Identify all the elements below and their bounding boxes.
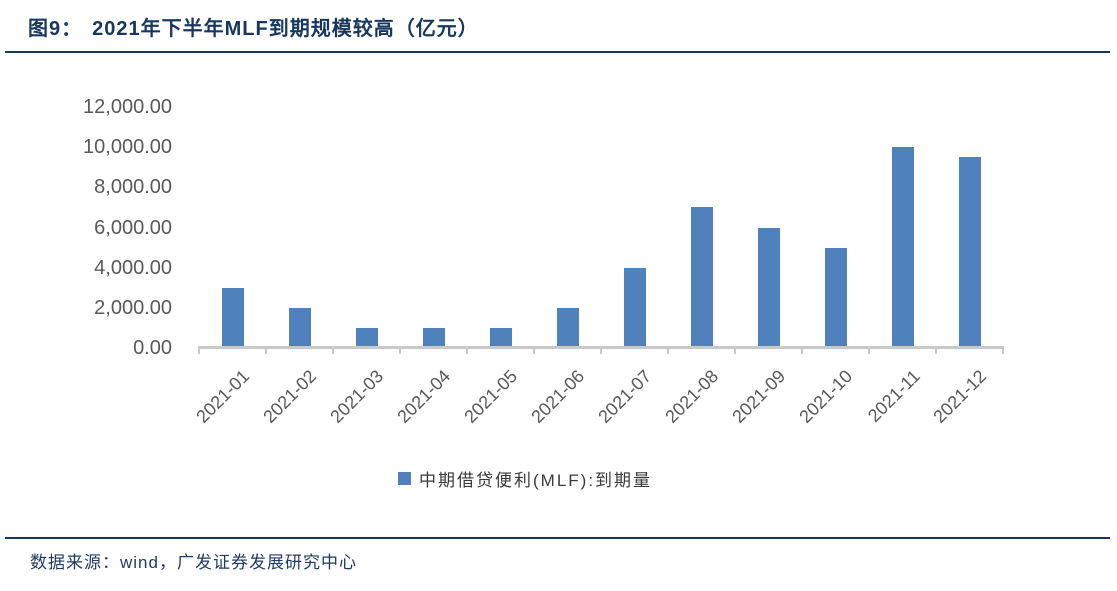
x-axis-tick-label: 2021-10 [795,366,857,427]
x-axis-tick-label: 2021-03 [326,366,388,427]
bar-2021-06 [556,307,579,348]
x-axis-tick-label: 2021-11 [863,366,924,426]
x-axis-tick-mark [265,346,267,354]
x-axis-tick-label: 2021-01 [192,366,254,427]
figure-number-label: 图9： [28,18,83,40]
x-axis-tick-mark [1002,346,1004,354]
y-axis-tick-label: 6,000.00 [94,216,172,239]
legend-series-label: 中期借贷便利(MLF):到期量 [419,471,653,490]
y-axis-tick-label: 12,000.00 [83,96,172,118]
y-axis-tick-label: 4,000.00 [94,256,172,279]
y-axis-tick-label: 2,000.00 [94,296,172,319]
x-axis-tick-mark [332,346,334,354]
bar-2021-09 [757,227,780,348]
title-divider-line [5,51,1110,53]
x-axis-tick-label: 2021-06 [527,366,589,427]
figure-title: 图9： 2021年下半年MLF到期规模较高（亿元） [28,12,479,41]
x-axis-tick-mark [600,346,602,354]
bar-2021-01 [221,287,244,348]
x-axis-tick-label: 2021-02 [259,366,321,427]
x-axis-tick-label: 2021-05 [460,366,522,427]
bar-2021-11 [891,147,914,348]
x-axis-tick-label: 2021-08 [661,366,723,427]
bar-2021-12 [958,157,981,348]
legend-swatch-icon [398,472,411,485]
y-axis-tick-label: 0.00 [133,337,172,359]
x-axis-tick-mark [734,346,736,354]
x-axis-tick-mark [533,346,535,354]
y-axis-tick-label: 10,000.00 [83,136,172,159]
bar-2021-03 [355,327,378,348]
figure-title-text: 2021年下半年MLF到期规模较高（亿元） [92,18,479,40]
x-axis-tick-label: 2021-09 [728,366,790,427]
x-axis-tick-mark [198,346,200,354]
bar-2021-07 [623,267,646,348]
chart-legend: 中期借贷便利(MLF):到期量 [398,466,652,491]
bar-2021-08 [690,207,713,348]
x-axis-tick-label: 2021-04 [393,366,455,427]
x-axis-tick-mark [466,346,468,354]
data-source-note: 数据来源：wind，广发证券发展研究中心 [30,553,357,572]
x-axis-tick-label: 2021-07 [594,366,656,427]
x-axis-tick-mark [801,346,803,354]
bar-2021-10 [824,247,847,348]
x-axis-tick-label: 2021-12 [929,366,991,427]
x-axis-tick-mark [667,346,669,354]
footer-divider-line [5,537,1110,539]
bar-2021-04 [422,327,445,348]
x-axis-tick-mark [935,346,937,354]
bar-2021-05 [489,327,512,348]
x-axis-tick-mark [399,346,401,354]
bar-2021-02 [288,307,311,348]
y-axis-tick-label: 8,000.00 [94,176,172,199]
x-axis-tick-mark [868,346,870,354]
